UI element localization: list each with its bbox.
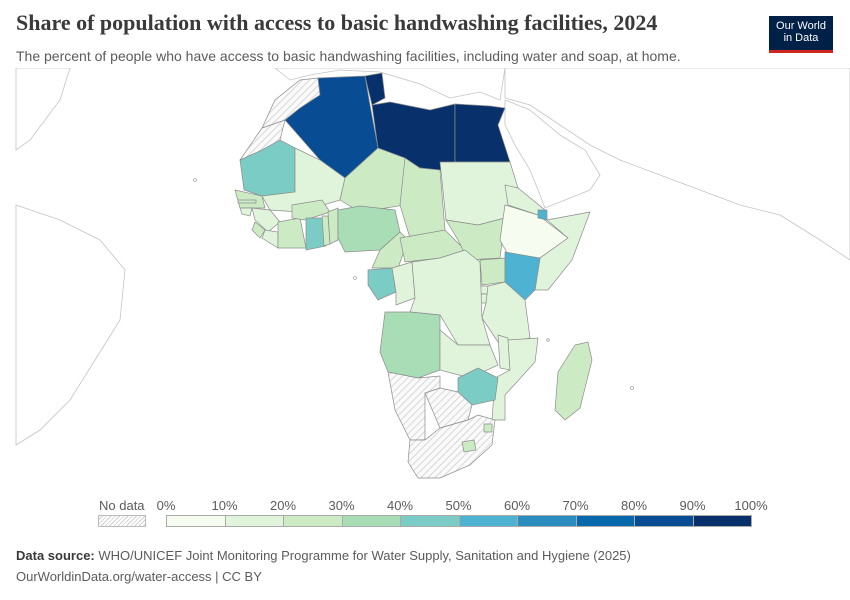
legend-tick-label: 80% [620,498,648,513]
country-Congo[interactable] [391,261,416,306]
country-Gabon[interactable] [367,267,397,301]
country-Guinea[interactable] [251,207,281,233]
logo-line-1: Our World [776,20,826,32]
legend-bin-7[interactable] [575,515,635,527]
legend-no-data-swatch [98,515,146,527]
legend-bin-3[interactable] [341,515,401,527]
data-source: Data source: WHO/UNICEF Joint Monitoring… [16,548,631,563]
country-South Africa[interactable] [407,414,496,479]
map-legend: No data 0% 10% 20% 30% 40% 50% 60% 70% 80% 90% 100… [0,494,850,534]
country-Lesotho[interactable] [461,439,477,453]
legend-tick-label: 30% [328,498,355,513]
country-Djibouti[interactable] [537,209,548,221]
chart-title: Share of population with access to basic… [16,10,658,35]
legend-tick-label: 50% [445,498,472,513]
africa-map [15,68,850,479]
country-Uganda[interactable] [479,257,506,286]
europe-landmass [274,68,506,101]
legend-tick-label: 40% [386,498,414,513]
country-Egypt[interactable] [454,103,511,163]
legend-bin-9[interactable] [692,515,752,527]
country-South Sudan[interactable] [445,217,506,261]
legend-tick-label: 90% [679,498,706,513]
island-sao-tome [353,276,357,280]
country-Tunisia[interactable] [364,72,386,106]
country-Kenya[interactable] [504,251,541,301]
background-landmasses [15,68,850,446]
legend-tick-label: 10% [211,498,238,513]
logo-line-2: in Data [783,32,819,44]
legend-bin-6[interactable] [517,515,577,527]
country-Somalia[interactable] [534,211,591,291]
legend-bin-5[interactable] [458,515,518,527]
legend-bin-1[interactable] [224,515,284,527]
country-Liberia[interactable] [261,229,279,249]
country-Benin[interactable] [327,207,339,245]
legend-tick-label: 0% [156,498,176,513]
country-Cote d'Ivoire[interactable] [277,217,307,249]
country-Mozambique[interactable] [491,337,539,421]
arabian-peninsula [504,99,601,209]
south-america-edge [15,204,126,446]
north-america-edge [15,68,71,151]
legend-no-data-label: No data [99,498,145,513]
country-Zambia[interactable] [439,329,499,379]
island-mauritius [630,386,634,390]
country-Eswatini[interactable] [483,423,493,433]
legend-tick-label: 20% [269,498,297,513]
owid-logo[interactable]: Our World in Data [769,16,833,53]
chart-subtitle: The percent of people who have access to… [16,48,681,64]
country-Sierra Leone[interactable] [251,221,266,239]
country-shapes [234,72,593,479]
country-Burkina Faso[interactable] [291,199,331,221]
data-source-text: WHO/UNICEF Joint Monitoring Programme fo… [98,548,631,563]
country-Madagascar[interactable] [554,341,593,421]
legend-tick-label: 100% [734,498,768,513]
legend-bin-2[interactable] [283,515,343,527]
legend-tick-label: 60% [503,498,531,513]
island-comoros [546,338,550,342]
data-source-label: Data source: [16,548,95,563]
country-Ghana[interactable] [305,217,327,251]
middle-east-asia [504,68,850,261]
island-cape-verde [193,178,197,182]
country-Guinea-Bissau[interactable] [239,207,253,217]
legend-bin-8[interactable] [634,515,694,527]
country-Gambia[interactable] [237,199,257,204]
legend-bin-0[interactable] [166,515,226,527]
legend-bin-4[interactable] [400,515,460,527]
source-url[interactable]: OurWorldinData.org/water-access | CC BY [16,569,262,584]
country-Chad[interactable] [399,157,446,239]
legend-tick-label: 70% [562,498,589,513]
country-Angola[interactable] [379,311,441,379]
small-islands [193,178,634,390]
